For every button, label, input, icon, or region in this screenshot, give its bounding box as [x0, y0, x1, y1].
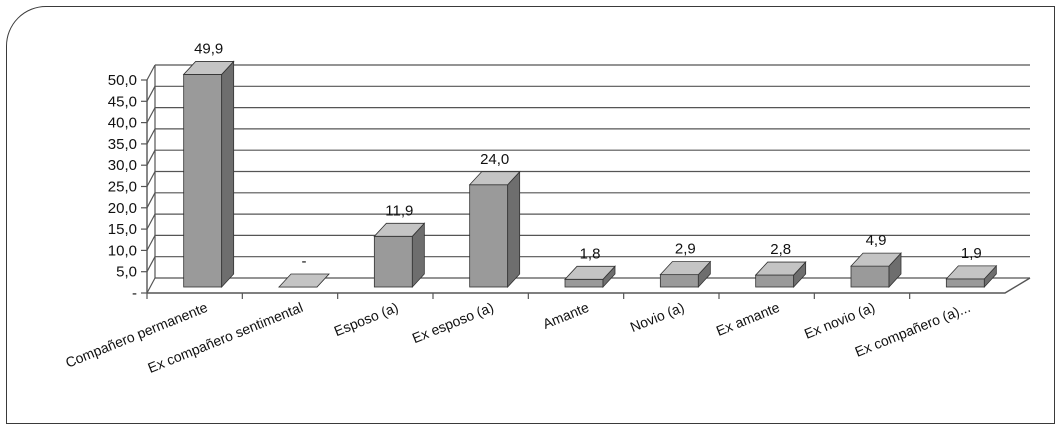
y-tick-label: 25,0	[108, 179, 137, 196]
bar-top	[278, 273, 330, 288]
data-label: 49,9	[194, 40, 223, 57]
bars	[182, 60, 998, 289]
bar-front	[755, 274, 795, 288]
side-gridline	[146, 128, 156, 145]
data-label: 2,8	[770, 241, 791, 258]
side-gridline	[146, 86, 156, 102]
side-gridline	[146, 235, 156, 251]
bar-front	[469, 184, 509, 288]
bar-top	[182, 61, 235, 75]
data-label: 2,9	[675, 241, 696, 258]
y-tick-labels: - 5,0 10,0 15,0 20,0 25,0 30,0 35,0 40,0 45,0 50,0	[108, 72, 137, 302]
data-label: 4,9	[866, 232, 887, 249]
bar-front	[564, 278, 604, 288]
bar-side	[507, 170, 521, 289]
bar	[278, 273, 330, 288]
bar-top	[945, 265, 998, 280]
bar-top	[564, 265, 616, 280]
data-label: -	[302, 253, 307, 270]
bar	[850, 252, 902, 289]
side-gridline	[146, 192, 156, 209]
side-gridline	[146, 171, 156, 187]
y-tick-label: -	[132, 285, 137, 302]
bar	[182, 60, 235, 289]
bar-top	[850, 252, 902, 267]
category-label: Amante	[540, 299, 591, 332]
bar	[945, 264, 998, 289]
category-label: Ex novio (a)	[802, 299, 877, 342]
data-label: 1,8	[580, 245, 601, 262]
bar	[564, 265, 616, 289]
data-label: 24,0	[480, 151, 509, 168]
bar-side	[221, 60, 235, 289]
bar-top	[373, 222, 426, 237]
category-label: Novio (a)	[628, 299, 687, 335]
side-gridline	[146, 277, 156, 294]
bar-front	[850, 265, 890, 288]
data-label: 11,9	[385, 202, 413, 219]
bar	[373, 222, 426, 289]
y-tick-label: 35,0	[108, 136, 137, 153]
y-tick-label: 15,0	[108, 221, 137, 238]
y-axis	[141, 65, 1031, 299]
bar	[754, 261, 807, 289]
bar-front	[373, 235, 413, 288]
bar-top	[468, 171, 521, 186]
category-label: Esposo (a)	[332, 299, 401, 339]
bar-front	[183, 74, 223, 288]
y-tick-label: 30,0	[108, 157, 137, 174]
y-tick-label: 50,0	[108, 72, 137, 89]
y-tick-label: 5,0	[116, 264, 137, 281]
bar-top	[659, 261, 712, 276]
side-gridline	[146, 256, 156, 272]
y-tick-label: 40,0	[108, 115, 137, 132]
side-gridline	[146, 64, 156, 81]
bar	[468, 170, 521, 289]
side-gridline	[146, 213, 156, 230]
category-label: Ex amante	[714, 299, 782, 339]
bar-front	[945, 278, 985, 288]
category-label: Ex esposo (a)	[410, 299, 496, 346]
side-gridline	[146, 149, 156, 166]
category-label: Ex compañero sentimental	[145, 299, 305, 376]
side-gridline	[146, 107, 156, 123]
y-tick-label: 10,0	[108, 242, 137, 259]
bar	[659, 260, 712, 289]
y-tick-label: 20,0	[108, 200, 137, 217]
data-label: 1,9	[961, 245, 982, 262]
y-tick-label: 45,0	[108, 93, 137, 110]
bar-front	[659, 274, 699, 288]
data-labels: 49,9 - 11,9 24,0 1,8 2,9 2,8 4,9 1,9	[194, 40, 982, 270]
bar-top	[754, 261, 807, 276]
chart-frame	[6, 6, 1055, 424]
